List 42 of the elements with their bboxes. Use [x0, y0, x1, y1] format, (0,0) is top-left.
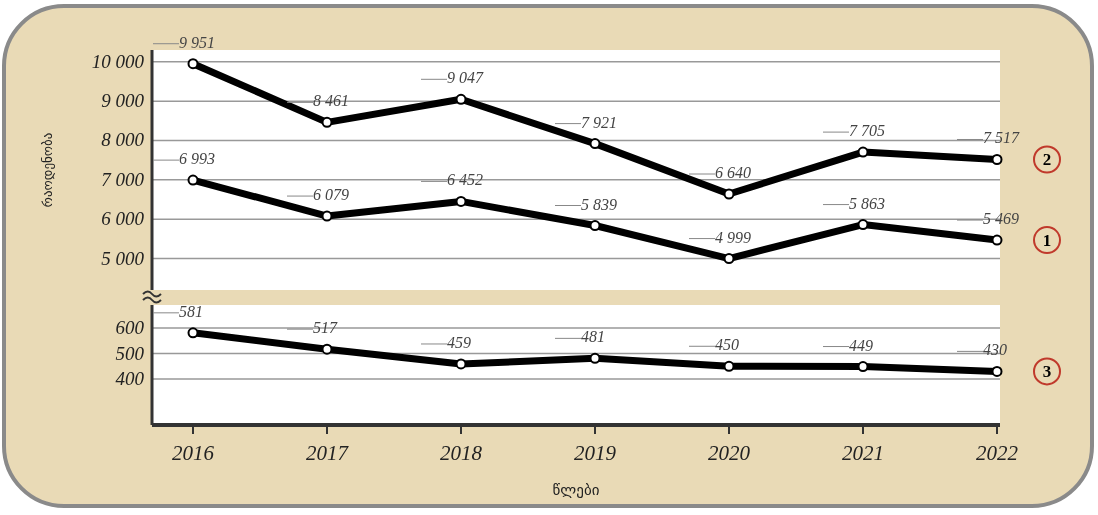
- data-label: 7 517: [983, 129, 1020, 147]
- data-label: 459: [447, 333, 471, 351]
- data-label: 6 993: [179, 150, 215, 168]
- y-tick-label: 7 000: [101, 168, 145, 190]
- y-tick-label: 400: [115, 368, 145, 390]
- y-tick-label: 600: [115, 316, 145, 338]
- x-tick-label: 2019: [574, 441, 617, 465]
- data-label: 581: [179, 302, 203, 320]
- x-axis-title: წლები: [552, 481, 600, 499]
- y-axis-title: რაოდენობა: [40, 132, 55, 208]
- data-label: 517: [313, 319, 338, 337]
- data-label: 4 999: [715, 228, 751, 246]
- x-tick-label: 2017: [306, 441, 350, 465]
- data-label: 6 079: [313, 186, 349, 204]
- data-label: 450: [715, 336, 739, 354]
- x-tick-label: 2018: [440, 441, 483, 465]
- y-tick-label: 5 000: [101, 247, 145, 269]
- y-tick-label: 8 000: [101, 129, 145, 151]
- text: 1: [1042, 231, 1052, 251]
- y-tick-label: 9 000: [101, 90, 145, 112]
- y-tick-label: 6 000: [101, 208, 145, 230]
- y-tick-label: 500: [115, 342, 145, 364]
- data-label: 9 951: [179, 33, 215, 51]
- data-label: 6 640: [715, 164, 751, 181]
- data-label: 7 705: [849, 122, 885, 140]
- data-label: 6 452: [447, 171, 483, 189]
- data-label: 430: [983, 341, 1007, 359]
- data-label: 449: [849, 336, 873, 354]
- data-label: 5 863: [849, 194, 885, 212]
- data-label: 7 921: [581, 113, 617, 131]
- y-tick-label: 10 000: [91, 50, 145, 72]
- text: 3: [1042, 362, 1052, 382]
- x-tick-label: 2022: [976, 441, 1019, 465]
- data-label: 5 469: [983, 210, 1019, 228]
- x-tick-label: 2016: [172, 441, 215, 465]
- x-tick-label: 2020: [708, 441, 751, 465]
- data-label: 5 839: [581, 195, 617, 213]
- data-label: 8 461: [313, 92, 349, 110]
- data-label: 9 047: [447, 69, 484, 87]
- x-tick-label: 2021: [842, 441, 884, 465]
- data-label: 481: [581, 328, 605, 346]
- text: 2: [1042, 150, 1052, 170]
